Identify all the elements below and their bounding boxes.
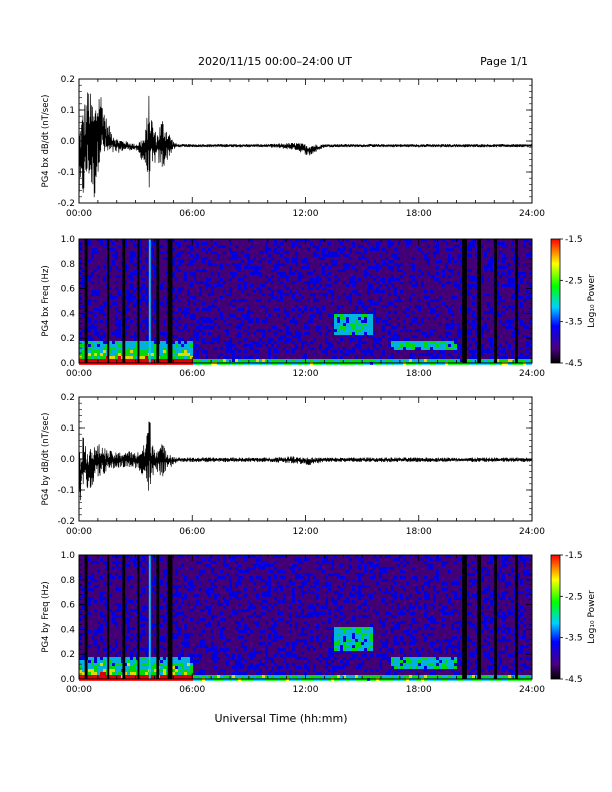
y-tick-label: 0.8 xyxy=(61,260,76,270)
colorbar-label: Log₁₀ Power xyxy=(587,274,597,328)
y-tick-label: 0.6 xyxy=(61,285,76,295)
by-time-series-panel: 00:00 06:00 12:00 18:00 24:00 -0.2 -0.1 0.0 0.1 0… xyxy=(41,393,545,537)
x-tick-label: 12:00 xyxy=(293,369,319,379)
x-tick-label: 06:00 xyxy=(179,209,205,219)
x-tick-label: 06:00 xyxy=(179,369,205,379)
y-tick-label: 0.4 xyxy=(61,309,76,319)
data-gap xyxy=(462,239,467,363)
x-tick-label: 18:00 xyxy=(406,527,432,537)
x-tick-label: 00:00 xyxy=(66,685,92,695)
data-gap xyxy=(84,239,88,363)
data-gap xyxy=(84,555,88,679)
data-gap xyxy=(515,239,518,363)
colorbar-tick-label: -4.5 xyxy=(565,359,583,369)
y-axis-label: PG4 by Freq (Hz) xyxy=(41,581,51,652)
x-tick-label: 06:00 xyxy=(179,685,205,695)
colorbar-tick-label: -4.5 xyxy=(565,675,583,685)
y-tick-label: -0.1 xyxy=(57,168,75,178)
x-tick-label: 24:00 xyxy=(519,209,545,219)
bx-time-series-panel: 00:00 06:00 12:00 18:00 24:00 -0.2 -0.1 0.0 0.1 0… xyxy=(41,75,545,219)
data-gap xyxy=(137,555,140,679)
x-tick-label: 24:00 xyxy=(519,527,545,537)
colorbar-tick-label: -3.5 xyxy=(565,634,583,644)
y-tick-label: 1.0 xyxy=(61,235,76,245)
x-tick-label: 18:00 xyxy=(406,685,432,695)
data-gap xyxy=(515,555,518,679)
y-tick-label: 0.1 xyxy=(61,106,75,116)
y-tick-label: 0.1 xyxy=(61,424,75,434)
colorbar-label: Log₁₀ Power xyxy=(587,590,597,644)
y-tick-label: 0.0 xyxy=(61,675,76,685)
data-gap xyxy=(494,239,498,363)
x-tick-label: 24:00 xyxy=(519,685,545,695)
series-line xyxy=(78,421,533,501)
y-tick-label: 0.0 xyxy=(61,455,76,465)
data-gap xyxy=(477,239,482,363)
data-gap xyxy=(122,239,126,363)
y-tick-label: 0.0 xyxy=(61,137,76,147)
page-number: Page 1/1 xyxy=(480,55,528,68)
data-gap xyxy=(156,239,160,363)
broadband-spike xyxy=(148,555,151,679)
data-gap xyxy=(167,239,173,363)
colorbar-tick-label: -2.5 xyxy=(565,276,583,286)
data-gap xyxy=(156,555,160,679)
y-axis-label: PG4 bx dB/dt (nT/sec) xyxy=(41,95,51,188)
x-tick-label: 00:00 xyxy=(66,369,92,379)
x-tick-label: 00:00 xyxy=(66,209,92,219)
y-tick-label: -0.2 xyxy=(57,517,75,527)
by-spectrogram-panel: -1.5 -2.5 -3.5 -4.5 Log₁₀ Power 00:00 06:00 12:… xyxy=(41,551,597,695)
colorbar xyxy=(550,238,561,364)
data-gap xyxy=(167,555,173,679)
data-gap xyxy=(494,555,498,679)
x-tick-label: 00:00 xyxy=(66,527,92,537)
y-tick-label: 0.2 xyxy=(61,650,75,660)
colorbar xyxy=(550,554,561,680)
y-axis-label: PG4 bx Freq (Hz) xyxy=(41,265,51,336)
y-tick-label: -0.1 xyxy=(57,486,75,496)
x-tick-label: 24:00 xyxy=(519,369,545,379)
y-tick-label: 0.2 xyxy=(61,75,75,85)
data-gap xyxy=(107,239,110,363)
x-tick-label: 06:00 xyxy=(179,527,205,537)
y-tick-label: 0.2 xyxy=(61,334,75,344)
y-tick-label: 0.8 xyxy=(61,576,76,586)
bx-spectrogram-panel: -1.5 -2.5 -3.5 -4.5 Log₁₀ Power 00:00 06:00 12:… xyxy=(41,235,597,379)
x-tick-label: 12:00 xyxy=(293,209,319,219)
colorbar-tick-label: -3.5 xyxy=(565,318,583,328)
colorbar-tick-label: -1.5 xyxy=(565,235,583,245)
y-tick-label: 0.4 xyxy=(61,625,76,635)
data-gap xyxy=(107,555,110,679)
x-axis-title: Universal Time (hh:mm) xyxy=(215,712,348,725)
y-tick-label: -0.2 xyxy=(57,199,75,209)
colorbar-tick-label: -2.5 xyxy=(565,592,583,602)
data-gap xyxy=(137,239,140,363)
x-tick-label: 12:00 xyxy=(293,685,319,695)
data-gap xyxy=(477,555,482,679)
y-tick-label: 0.6 xyxy=(61,601,76,611)
y-tick-label: 0.0 xyxy=(61,359,76,369)
series-line xyxy=(78,92,533,198)
data-gap xyxy=(462,555,467,679)
data-gap xyxy=(122,555,126,679)
y-tick-label: 0.2 xyxy=(61,393,75,403)
x-tick-label: 18:00 xyxy=(406,209,432,219)
y-axis-label: PG4 by dB/dt (nT/sec) xyxy=(41,413,51,506)
x-tick-label: 18:00 xyxy=(406,369,432,379)
broadband-spike xyxy=(148,239,151,363)
colorbar-tick-label: -1.5 xyxy=(565,551,583,561)
x-tick-label: 12:00 xyxy=(293,527,319,537)
y-tick-label: 1.0 xyxy=(61,551,76,561)
page-title: 2020/11/15 00:00–24:00 UT xyxy=(198,55,352,68)
